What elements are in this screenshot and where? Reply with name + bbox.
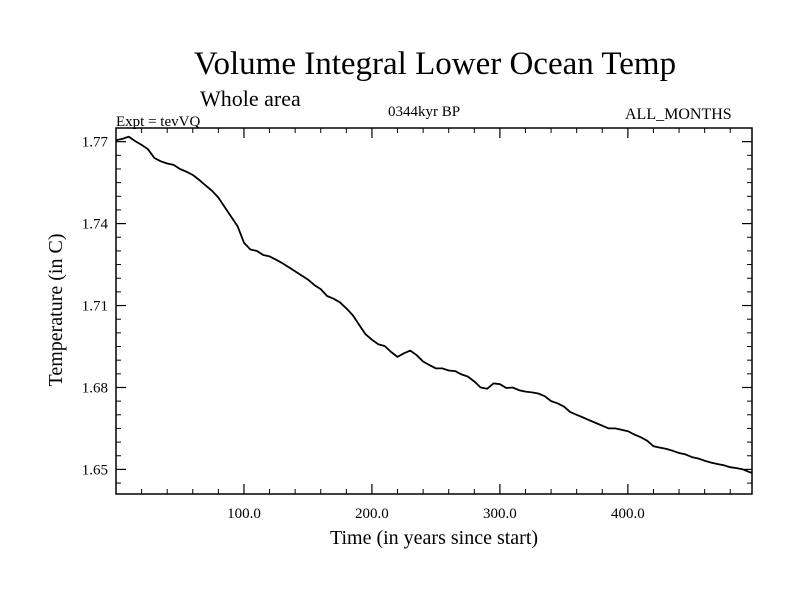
x-tick-label: 100.0 — [227, 506, 261, 522]
y-tick-label: 1.68 — [82, 380, 108, 396]
chart-title: Volume Integral Lower Ocean Temp — [193, 46, 677, 82]
x-tick-label: 400.0 — [611, 506, 645, 522]
x-tick-labels: 100.0 200.0 300.0 400.0 — [227, 506, 645, 522]
plot-frame — [115, 127, 753, 495]
chart-subtitle: Whole area — [200, 86, 301, 111]
y-tick-labels: 1.65 1.68 1.71 1.74 1.77 — [82, 135, 109, 479]
y-tick-label: 1.74 — [82, 217, 109, 233]
y-tick-label: 1.77 — [82, 135, 109, 151]
y-tick-label: 1.71 — [82, 299, 108, 315]
x-axis-label: Time (in years since start) — [330, 527, 538, 549]
series-group — [115, 135, 753, 474]
series-line — [115, 135, 753, 474]
expt-label: Expt = tevVQ — [116, 114, 201, 130]
y-tick-label: 1.65 — [82, 462, 108, 478]
x-tick-label: 200.0 — [355, 506, 389, 522]
axis-ticks — [116, 127, 752, 494]
months-label: ALL_MONTHS — [625, 106, 732, 123]
x-tick-label: 300.0 — [483, 506, 517, 522]
y-axis-label: Temperature (in C) — [45, 234, 67, 387]
period-label: 0344kyr BP — [388, 104, 461, 120]
